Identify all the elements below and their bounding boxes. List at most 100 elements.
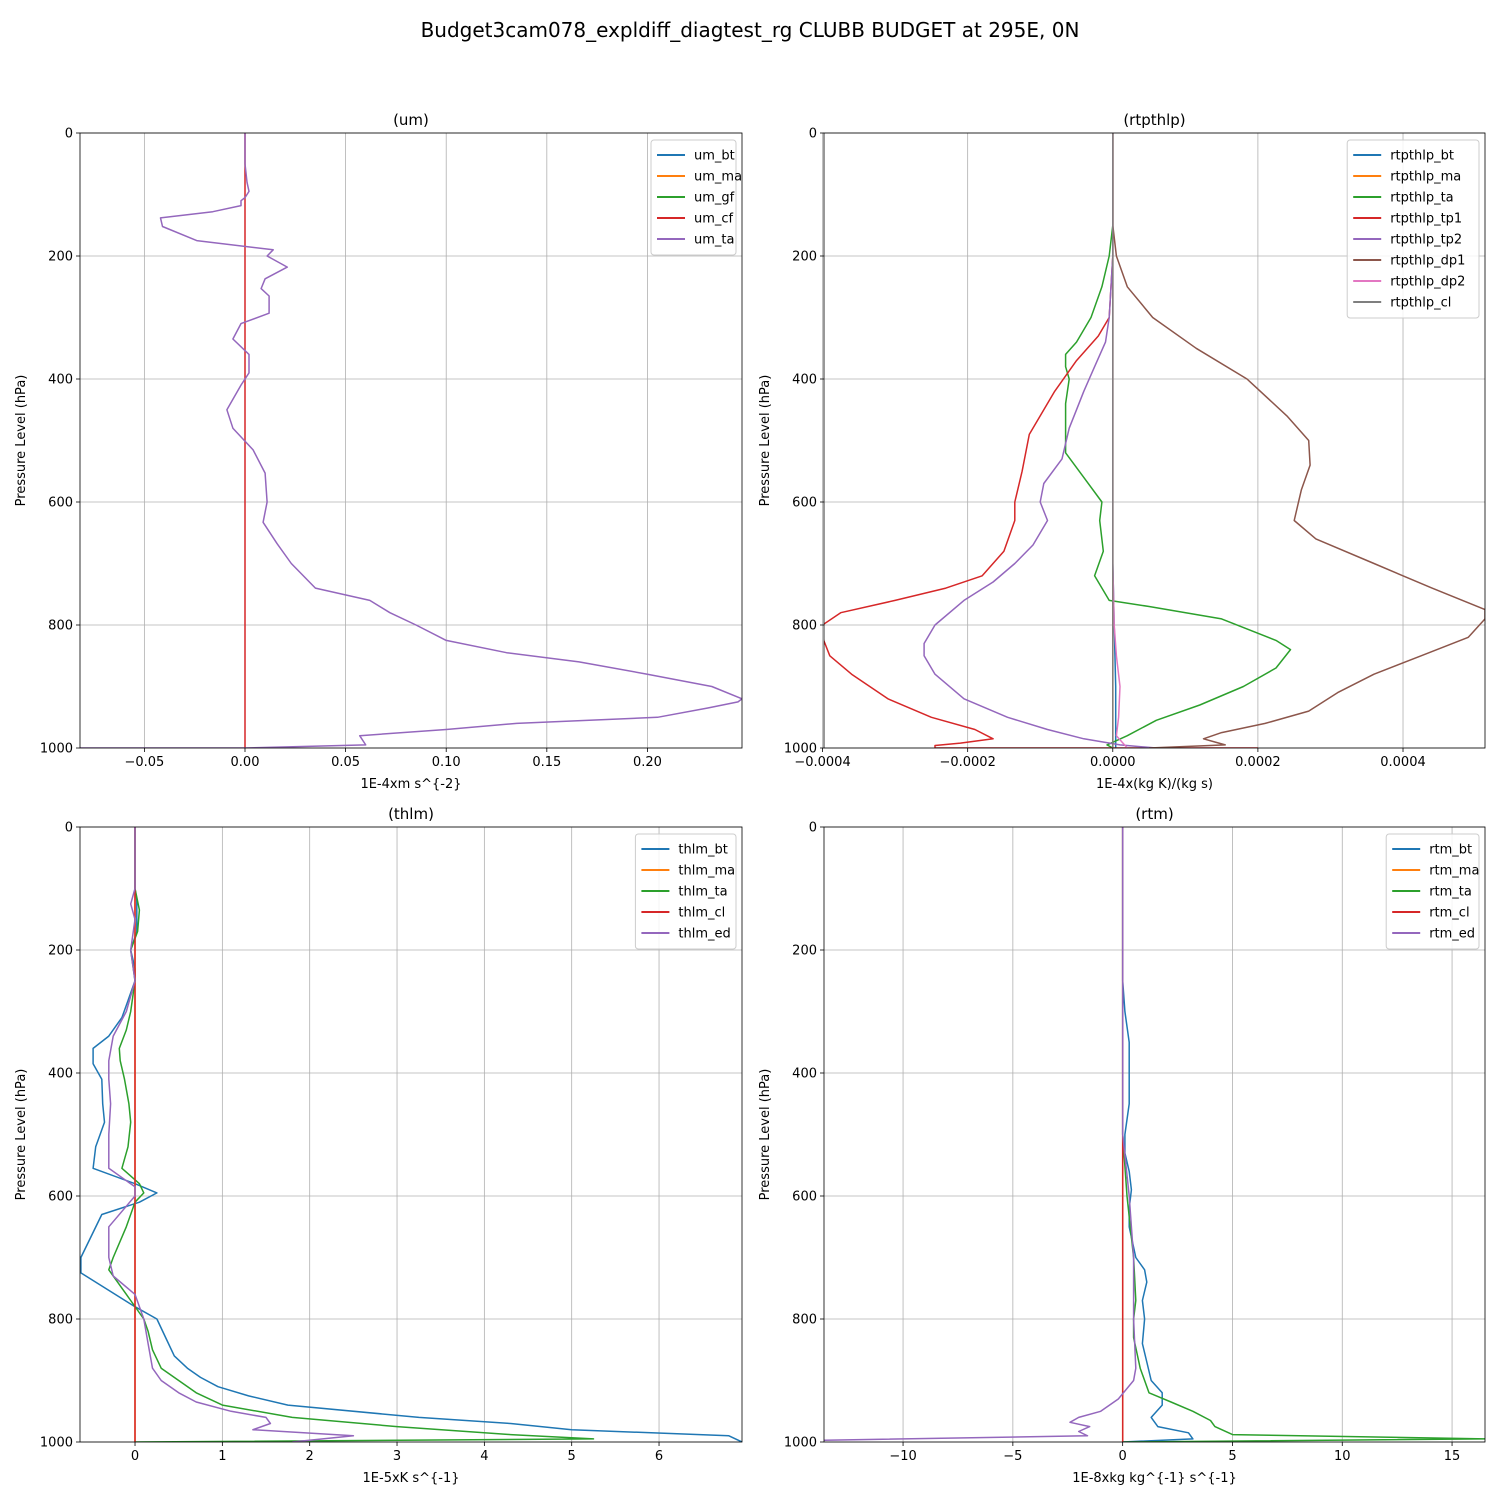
legend-label-um_gf: um_gf [694,191,735,206]
y-tick-label: 600 [48,1190,73,1205]
legend-label-rtpthlp_dp1: rtpthlp_dp1 [1390,254,1465,269]
x-tick-label: 2 [306,1449,314,1464]
panel-title: (thlm) [388,805,434,823]
y-axis-label: Pressure Level (hPa) [758,375,773,507]
x-axis-label: 1E-5xK s^{-1} [363,1471,460,1486]
legend-label-rtpthlp_ma: rtpthlp_ma [1390,170,1461,185]
y-tick-label: 400 [48,1067,73,1082]
y-tick-label: 200 [48,944,73,959]
y-axis-label: Pressure Level (hPa) [14,375,29,507]
series-line-rtpthlp_dp1 [1112,133,1485,748]
legend-label-thlm_bt: thlm_bt [678,843,727,858]
x-tick-label: 0.15 [532,755,561,770]
series-line-rtm_ed [824,827,1137,1441]
y-tick-label: 800 [48,1313,73,1328]
series-line-rtpthlp_ta [1064,133,1292,748]
legend-box [650,139,737,256]
x-tick-label: −0.05 [124,755,164,770]
x-tick-label: 0 [131,1449,139,1464]
legend-label-rtpthlp_ta: rtpthlp_ta [1390,191,1453,206]
legend-label-rtpthlp_dp2: rtpthlp_dp2 [1390,275,1465,290]
legend: rtm_bt rtm_ma rtm_ta rtm_cl rtm_ed [1385,833,1480,950]
legend-label-rtm_cl: rtm_cl [1429,906,1469,921]
y-tick-label: 400 [792,373,817,388]
y-tick-label: 0 [809,127,817,142]
legend-label-um_ta: um_ta [694,233,734,248]
y-axis-label: Pressure Level (hPa) [758,1069,773,1201]
y-tick-label: 800 [792,1313,817,1328]
y-tick-label: 600 [792,496,817,511]
legend-label-rtpthlp_tp2: rtpthlp_tp2 [1390,233,1462,248]
x-tick-label: 0.20 [633,755,662,770]
x-tick-label: 5 [568,1449,576,1464]
series-line-thlm_ed [108,827,355,1442]
series-group [824,827,1485,1442]
x-tick-label: 1 [218,1449,226,1464]
x-tick-label: 0.05 [331,755,360,770]
legend-label-thlm_ma: thlm_ma [678,864,735,879]
um-panel: −0.05 0.00 0.05 0.10 0.15 0.20 0 200 400 600 800 10… [14,111,743,792]
y-axis-label: Pressure Level (hPa) [14,1069,29,1201]
legend-label-um_cf: um_cf [694,212,734,227]
axes-frame [823,826,1486,1443]
y-tick-label: 200 [792,250,817,265]
legend-label-rtpthlp_tp1: rtpthlp_tp1 [1390,212,1462,227]
legend-label-rtpthlp_bt: rtpthlp_bt [1390,149,1454,164]
figure-title: Budget3cam078_expldiff_diagtest_rg CLUBB… [421,18,1080,42]
x-tick-label: −10 [889,1449,916,1464]
x-tick-label: 10 [1334,1449,1351,1464]
legend-label-rtm_ed: rtm_ed [1429,927,1475,942]
x-tick-label: 6 [655,1449,663,1464]
y-tick-label: 600 [48,496,73,511]
x-tick-label: 0.00 [231,755,260,770]
legend-label-um_bt: um_bt [694,149,735,164]
y-tick-label: 0 [65,127,73,142]
x-tick-label: 4 [480,1449,488,1464]
series-line-thlm_ta [108,827,595,1442]
legend: rtpthlp_bt rtpthlp_ma rtpthlp_ta rtpthlp_tp… [1346,139,1480,319]
legend-label-thlm_cl: thlm_cl [678,906,725,921]
series-line-um_ta [80,133,742,748]
series-group [824,133,1485,748]
rtpthlp-panel: −0.0004 −0.0002 0.0000 0.0002 0.0004 0 200 400 6… [758,111,1486,792]
x-axis-label: 1E-4xm s^{-2} [360,777,461,792]
y-tick-label: 0 [65,821,73,836]
legend: thlm_bt thlm_ma thlm_ta thlm_cl thlm_ed [634,833,737,950]
x-tick-label: 15 [1444,1449,1461,1464]
y-tick-label: 400 [48,373,73,388]
y-tick-label: 1000 [40,1436,73,1451]
legend-label-rtm_ta: rtm_ta [1429,885,1472,900]
legend-box [1346,139,1480,319]
x-tick-label: 0 [1119,1449,1127,1464]
series-group [80,827,742,1442]
y-tick-label: 800 [48,619,73,634]
y-tick-label: 200 [792,944,817,959]
x-tick-label: −0.0002 [939,755,995,770]
x-tick-label: 0.0000 [1090,755,1136,770]
series-line-rtpthlp_tp1 [824,133,1258,748]
series-line-rtm_bt [1121,827,1194,1442]
x-tick-label: 0.10 [432,755,461,770]
legend-label-thlm_ta: thlm_ta [678,885,727,900]
legend-label-rtpthlp_cl: rtpthlp_cl [1390,296,1451,311]
y-tick-label: 600 [792,1190,817,1205]
legend-box [1385,833,1480,950]
x-axis-label: 1E-4x(kg K)/(kg s) [1096,777,1213,792]
rtm-panel: −10 −5 0 5 10 15 0 200 400 600 800 1000 (rtm) 1E-8xkg… [758,805,1486,1486]
legend-box [634,833,737,950]
panel-title: (um) [393,111,429,129]
x-tick-label: −5 [1003,1449,1022,1464]
series-line-rtm_ta [1121,827,1485,1442]
series-line-rtpthlp_tp2 [923,133,1157,748]
panel-title: (rtpthlp) [1123,111,1185,129]
legend-label-rtm_bt: rtm_bt [1429,843,1472,858]
axes-frame [79,132,743,749]
x-tick-label: 0.0004 [1380,755,1426,770]
legend-label-um_ma: um_ma [694,170,742,185]
axes-frame [823,132,1486,749]
legend-label-thlm_ed: thlm_ed [678,927,730,942]
y-tick-label: 0 [809,821,817,836]
axes-frame [79,826,743,1443]
x-tick-label: 3 [393,1449,401,1464]
x-axis-label: 1E-8xkg kg^{-1} s^{-1} [1072,1471,1237,1486]
